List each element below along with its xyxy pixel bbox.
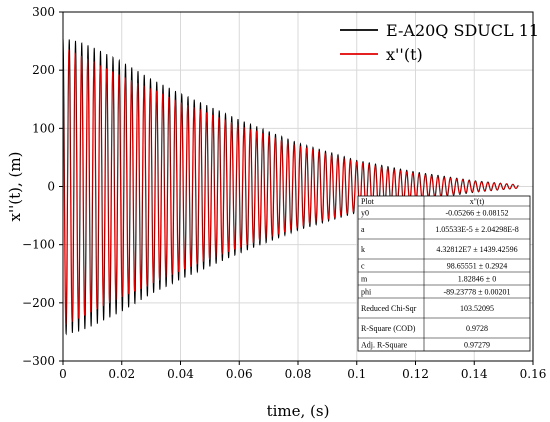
y-tick-label: −100 xyxy=(22,238,55,252)
table-param-name: k xyxy=(361,245,365,254)
legend-label-1: E-A20Q SDUCL 11 xyxy=(386,21,539,40)
y-axis-label: x''(t), (m) xyxy=(6,152,24,222)
x-tick-label: 0.04 xyxy=(167,367,194,381)
table-param-name: Adj. R-Square xyxy=(361,341,408,350)
x-tick-labels: 0 0.02 0.04 0.06 0.08 0.1 0.12 0.14 0.16 xyxy=(59,367,546,381)
table-param-value: 103.52095 xyxy=(460,304,494,313)
x-tick-label: 0.16 xyxy=(520,367,547,381)
table-header-label: Plot xyxy=(361,197,375,206)
table-param-value: 0.97279 xyxy=(464,341,490,350)
series-layer xyxy=(62,38,519,336)
table-param-value: 4.32812E7 ± 1439.42596 xyxy=(436,245,517,254)
tick-marks xyxy=(59,11,534,365)
table-param-value: -0.05266 ± 0.08152 xyxy=(445,209,508,218)
x-tick-label: 0.08 xyxy=(285,367,312,381)
y-tick-label: 100 xyxy=(32,121,55,135)
x-tick-label: 0.14 xyxy=(461,367,488,381)
x-axis-label: time, (s) xyxy=(267,402,330,420)
series-line-2 xyxy=(62,49,519,325)
fit-results-table: Plot x''(t) y0 -0.05266 ± 0.08152 a 1.05533E-… xyxy=(357,195,531,352)
table-border xyxy=(357,195,531,352)
y-tick-label: −300 xyxy=(22,354,55,368)
table-param-name: Reduced Chi-Sqr xyxy=(361,304,417,313)
table-header-value: x''(t) xyxy=(470,197,485,206)
table-param-name: y0 xyxy=(361,209,369,218)
x-tick-label: 0.1 xyxy=(347,367,366,381)
table-param-value: -89.23778 ± 0.00201 xyxy=(443,288,510,297)
y-tick-labels: 300 200 100 0 −100 −200 −300 xyxy=(22,5,55,368)
x-tick-label: 0.12 xyxy=(402,367,429,381)
table-param-name: R-Square (COD) xyxy=(361,324,416,333)
table-param-name: m xyxy=(361,275,368,284)
table-param-value: 98.65551 ± 0.2924 xyxy=(447,262,507,271)
x-tick-label: 0.02 xyxy=(108,367,135,381)
table-param-name: a xyxy=(361,225,365,234)
y-tick-label: −200 xyxy=(22,296,55,310)
y-tick-label: 200 xyxy=(32,63,55,77)
y-tick-label: 300 xyxy=(32,5,55,19)
legend-label-2: x''(t) xyxy=(386,45,423,64)
x-tick-label: 0 xyxy=(59,367,67,381)
table-param-value: 1.82846 ± 0 xyxy=(458,275,496,284)
table-param-name: c xyxy=(361,262,365,271)
y-tick-label: 0 xyxy=(47,180,55,194)
table-param-value: 0.9728 xyxy=(466,324,488,333)
table-param-name: phi xyxy=(361,288,372,297)
x-tick-label: 0.06 xyxy=(226,367,253,381)
table-param-value: 1.05533E-5 ± 2.04298E-8 xyxy=(435,225,519,234)
legend: E-A20Q SDUCL 11 x''(t) xyxy=(340,21,539,64)
